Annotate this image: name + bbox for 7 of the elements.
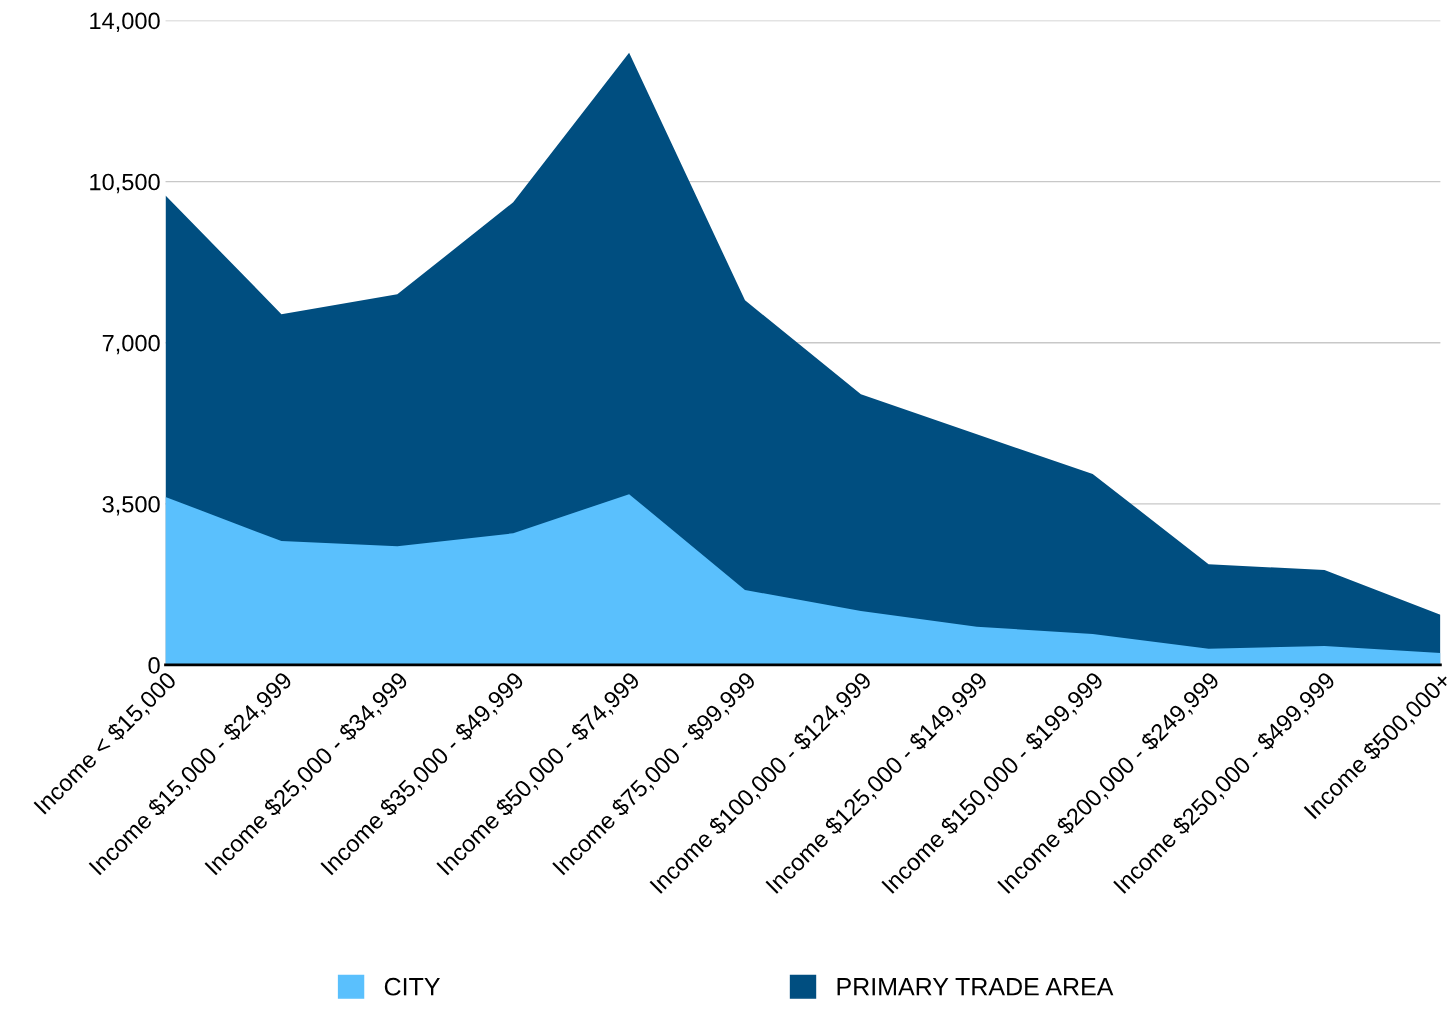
y-tick-label: 3,500 <box>102 495 160 516</box>
y-tick-label: 10,500 <box>90 173 160 194</box>
y-tick-label: 7,000 <box>102 334 160 355</box>
y-tick-label: 0 <box>148 657 160 674</box>
legend-label: CITY <box>384 977 440 996</box>
y-tick-label: 14,000 <box>90 12 160 33</box>
legend-label: PRIMARY TRADE AREA <box>837 978 1114 996</box>
